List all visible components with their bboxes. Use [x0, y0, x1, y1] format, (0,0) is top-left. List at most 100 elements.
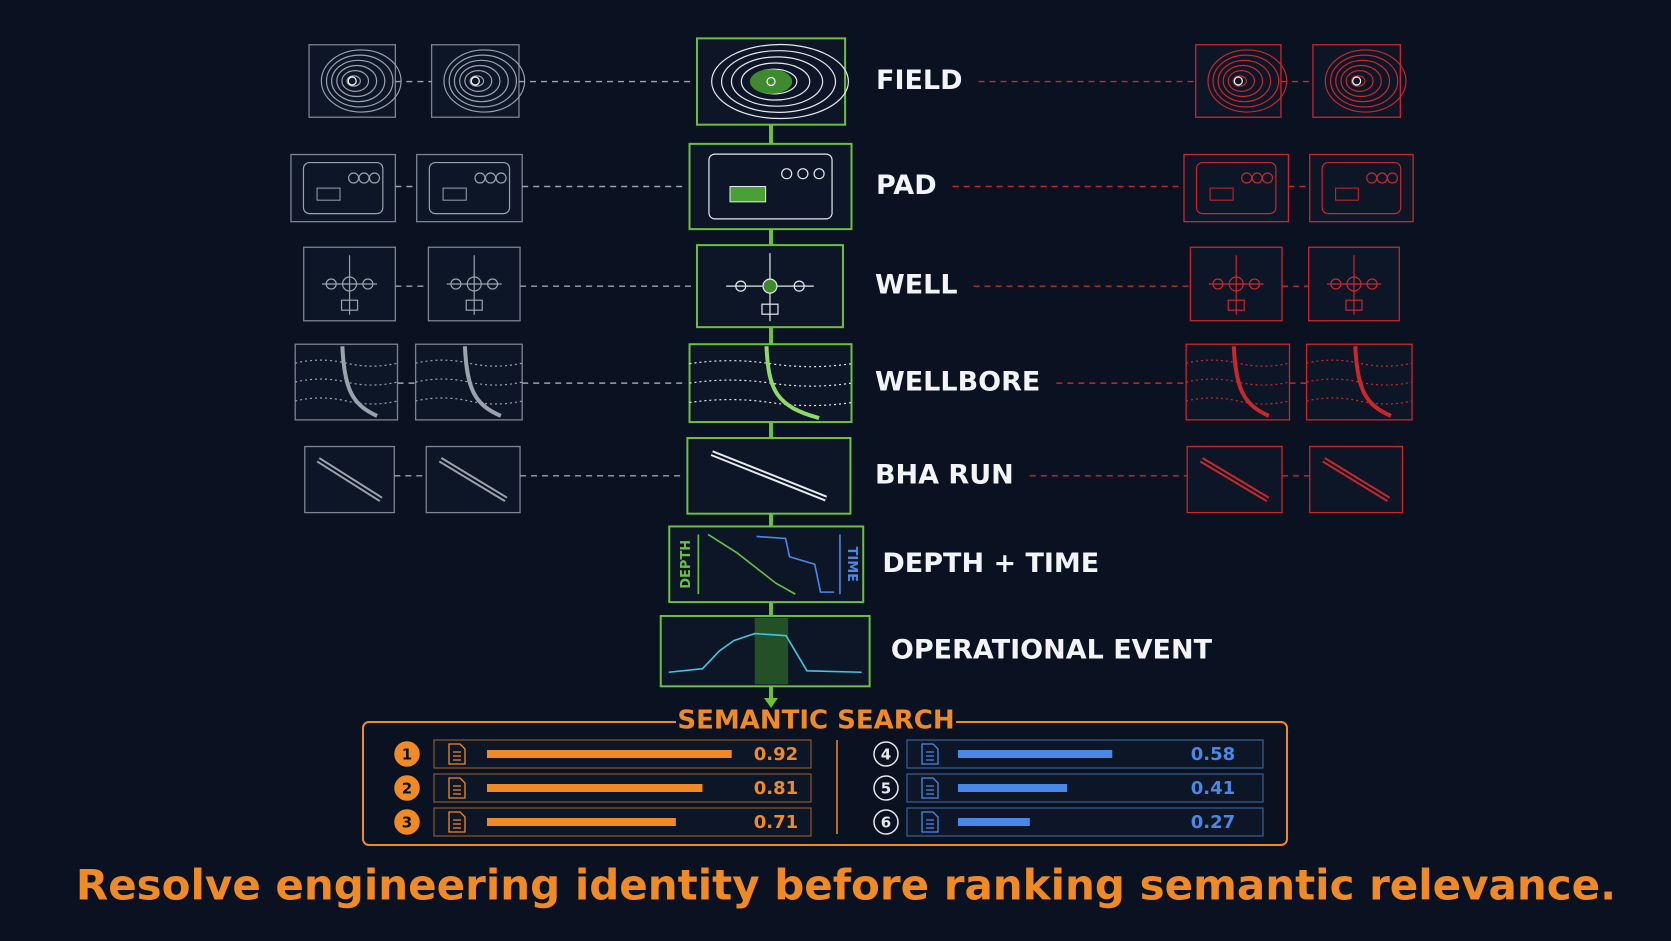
valve [362, 278, 374, 290]
contour [1227, 70, 1256, 92]
flange [761, 303, 779, 315]
mismatch-box [1309, 153, 1414, 223]
icon [711, 43, 850, 120]
equipment [729, 185, 767, 203]
title-gap [676, 712, 956, 732]
spine-arrow [764, 698, 778, 708]
contour [1345, 70, 1374, 92]
strata [1185, 397, 1290, 405]
wellbore-path [462, 346, 502, 418]
contour [1222, 64, 1264, 98]
icon [689, 346, 852, 420]
strata [1306, 359, 1413, 367]
event-signal [668, 632, 862, 674]
pad-plate [1321, 161, 1402, 215]
wellhead-valve [762, 278, 778, 294]
tank [368, 172, 381, 184]
score-bar [487, 750, 732, 758]
score-bar [958, 784, 1068, 792]
icon [316, 457, 383, 502]
icon [668, 617, 862, 685]
pad-plate [302, 161, 384, 215]
icon [1185, 346, 1290, 418]
contour [331, 59, 386, 103]
score: 0.41 [1191, 778, 1235, 799]
mismatch-box [1195, 44, 1282, 118]
mismatch-box [1312, 44, 1401, 118]
icon [1322, 457, 1391, 502]
rank: 1 [402, 746, 412, 764]
icon [1326, 255, 1382, 315]
contour [1232, 75, 1248, 87]
level-label: WELLBORE [875, 367, 1040, 398]
icon [322, 255, 378, 315]
contour [740, 62, 811, 101]
doc-icon [448, 777, 466, 799]
flange [1227, 299, 1245, 311]
icon [708, 153, 833, 220]
rank-badge [394, 775, 420, 801]
score-bar [958, 750, 1113, 758]
rank: 4 [881, 746, 891, 764]
wellbore-path [340, 346, 378, 418]
score: 0.92 [754, 744, 798, 765]
candidate-box [290, 153, 397, 223]
strata [689, 360, 852, 368]
valve [1330, 278, 1342, 290]
strata [1185, 359, 1290, 367]
icon [710, 450, 828, 502]
icon [446, 255, 502, 315]
mismatch-box [1183, 153, 1290, 223]
level-label: WELL [875, 270, 958, 301]
contour [346, 75, 361, 87]
bha-core [317, 458, 382, 501]
strata [295, 397, 398, 405]
level-label: PAD [876, 170, 937, 201]
rank: 2 [402, 780, 412, 798]
level-box [688, 142, 853, 231]
contour [730, 56, 824, 107]
rank-badge [873, 809, 899, 835]
equipment [442, 187, 467, 201]
doc-icon [448, 743, 466, 765]
wellhead-valve [1346, 276, 1362, 292]
score-bar [958, 818, 1030, 826]
valve [325, 278, 337, 290]
strata [689, 398, 852, 407]
rank-badge [873, 775, 899, 801]
marker [1352, 76, 1362, 86]
icon [726, 253, 814, 322]
wellhead-valve [466, 276, 482, 292]
wellbore-path [1231, 346, 1270, 418]
valve [1248, 278, 1261, 290]
time-curve [756, 535, 835, 593]
icon [438, 457, 508, 502]
candidate-box [294, 343, 399, 421]
contour-fill [749, 69, 793, 94]
contour [1217, 59, 1272, 103]
depth-curve [707, 533, 796, 595]
wellhead-valve [341, 276, 358, 292]
tank [1261, 172, 1274, 184]
icon [1306, 346, 1413, 418]
pad-plate [1195, 161, 1277, 215]
valve [450, 278, 462, 290]
icon: DEPTH TIME [679, 533, 859, 595]
flange [1345, 299, 1363, 311]
icon [1324, 49, 1407, 113]
icon [1208, 255, 1264, 315]
level-label: FIELD [876, 65, 963, 96]
contour [469, 75, 485, 87]
wellbore-path [764, 346, 820, 420]
icon [1199, 457, 1270, 502]
level-box [668, 525, 865, 604]
icon [295, 346, 398, 418]
contour [1324, 49, 1407, 113]
bha-core [711, 452, 827, 500]
event-window [754, 617, 789, 685]
strata [295, 359, 398, 367]
search-title: SEMANTIC SEARCH [677, 706, 954, 736]
contour [720, 50, 837, 113]
